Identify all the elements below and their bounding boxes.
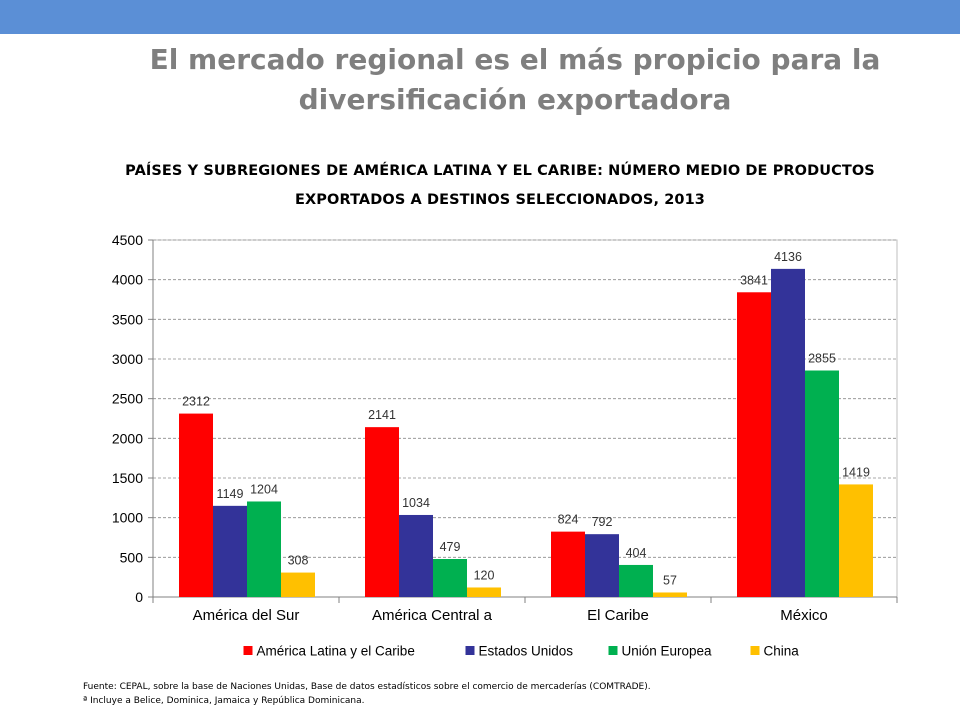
bar <box>433 558 467 597</box>
y-tick-label: 0 <box>135 589 143 605</box>
x-tick-label: América Central a <box>372 607 493 624</box>
x-tick-label: El Caribe <box>587 607 649 624</box>
bar <box>399 514 433 597</box>
bar <box>213 505 247 597</box>
bar-chart: 0 500 1000 1500 2000 2500 3000 3500 4000 4500 2312… <box>112 232 898 659</box>
bar <box>805 370 839 597</box>
y-tick-label: 3500 <box>112 311 143 327</box>
slide-title-line1: El mercado regional es el más propicio p… <box>149 43 881 76</box>
bar-value-label: 404 <box>626 546 647 560</box>
bar <box>771 268 805 597</box>
chart-title: PAÍSES Y SUBREGIONES DE AMÉRICA LATINA Y… <box>80 157 920 215</box>
x-tick-label: México <box>780 607 828 624</box>
bar-value-label: 1149 <box>217 487 244 501</box>
bar <box>839 484 873 597</box>
bar-value-label: 1034 <box>402 496 430 510</box>
legend-label: Estados Unidos <box>479 644 574 659</box>
slide-title-line2: diversificación exportadora <box>298 83 732 116</box>
bar <box>551 531 585 597</box>
chart-title-line1: PAÍSES Y SUBREGIONES DE AMÉRICA LATINA Y… <box>125 163 875 179</box>
bar <box>281 572 315 597</box>
bar-value-label: 308 <box>288 554 309 568</box>
bar-value-label: 1204 <box>250 482 278 496</box>
y-tick-label: 4000 <box>112 272 143 288</box>
bar-value-label: 3841 <box>740 273 768 287</box>
legend-label: América Latina y el Caribe <box>257 644 415 659</box>
legend-swatch <box>608 646 618 655</box>
legend-label: China <box>764 644 800 659</box>
bar-value-label: 4136 <box>774 250 802 264</box>
bar-value-label: 792 <box>592 515 613 529</box>
footer-notes: Fuente: CEPAL, sobre la base de Naciones… <box>83 680 651 708</box>
y-tick-label: 3000 <box>112 351 143 367</box>
y-tick-label: 1000 <box>112 510 143 526</box>
top-banner <box>0 0 960 34</box>
y-tick-label: 4500 <box>112 232 143 248</box>
bar <box>467 587 501 597</box>
bar-value-label: 120 <box>474 568 495 582</box>
footer-source: Fuente: CEPAL, sobre la base de Naciones… <box>83 682 651 692</box>
y-tick-label: 500 <box>120 549 144 565</box>
x-tick-label: América del Sur <box>193 607 300 624</box>
bar <box>653 592 687 597</box>
legend-swatch <box>243 646 253 655</box>
footer-note: ª Incluye a Belice, Dominica, Jamaica y … <box>83 696 365 706</box>
chart-title-line2: EXPORTADOS A DESTINOS SELECCIONADOS, 201… <box>295 192 705 208</box>
legend-swatch <box>465 646 475 655</box>
y-tick-label: 2500 <box>112 391 143 407</box>
y-tick-label: 1500 <box>112 470 143 486</box>
slide-title: El mercado regional es el más propicio p… <box>100 40 930 120</box>
bar <box>247 501 281 597</box>
y-tick-label: 2000 <box>112 430 143 446</box>
legend-label: Unión Europea <box>622 644 713 659</box>
bar <box>585 534 619 597</box>
bar-value-label: 2855 <box>808 352 836 366</box>
bar-value-label: 2141 <box>368 408 396 422</box>
bar-value-label: 824 <box>558 513 579 527</box>
bar <box>365 427 399 597</box>
bar <box>619 564 653 597</box>
bar-value-label: 479 <box>440 540 461 554</box>
bar <box>179 413 213 597</box>
bar-value-label: 1419 <box>842 465 870 479</box>
bar-value-label: 57 <box>663 573 677 587</box>
legend-swatch <box>750 646 760 655</box>
bar-value-label: 2312 <box>182 395 210 409</box>
bar <box>737 292 771 597</box>
